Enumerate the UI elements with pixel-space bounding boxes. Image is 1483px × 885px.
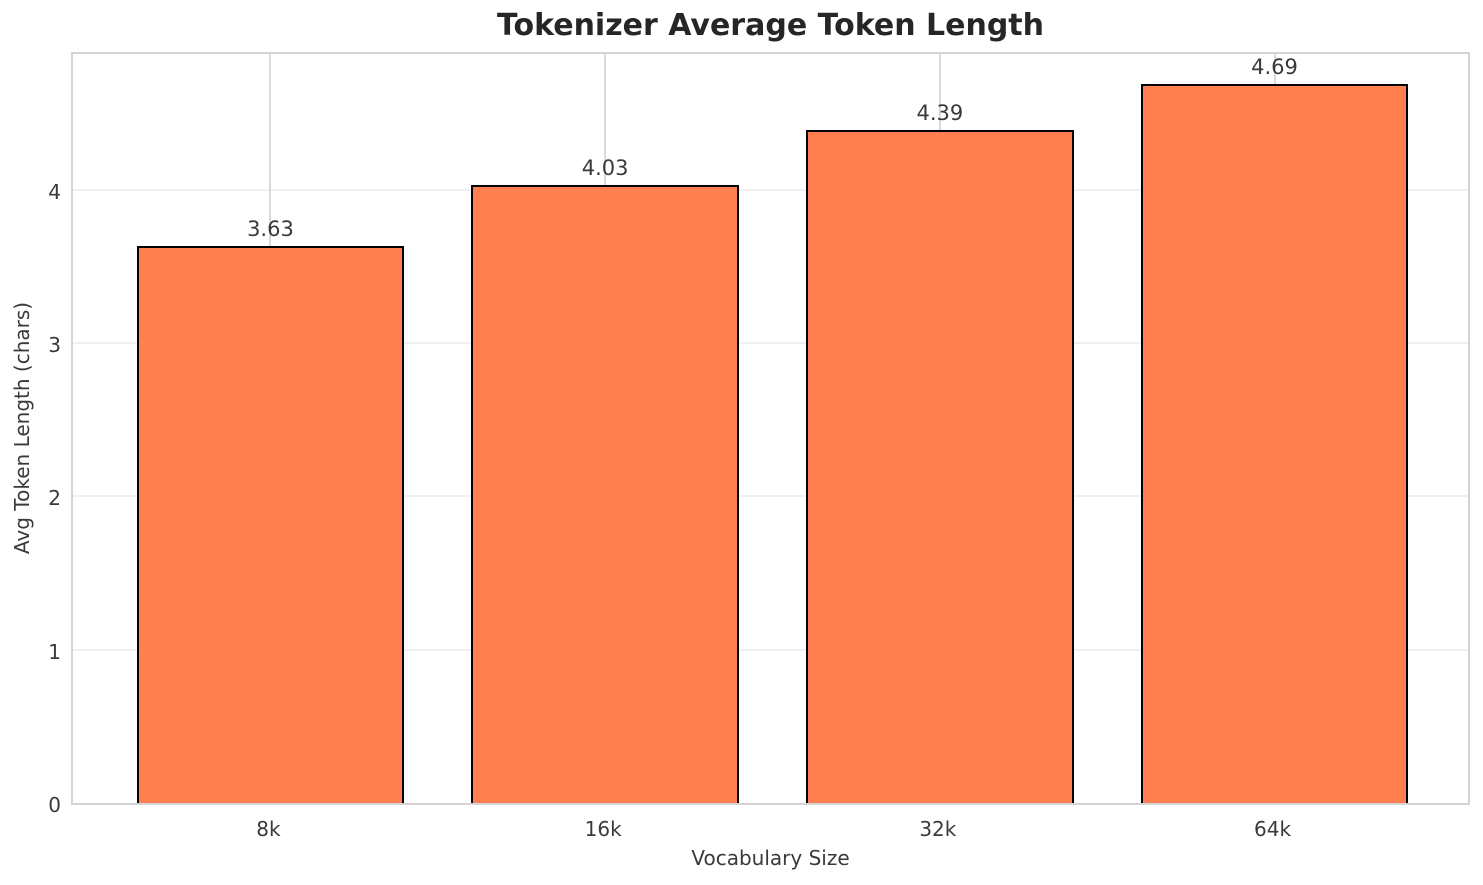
y-tick-label: 4 (48, 179, 61, 204)
bar-16k (471, 184, 740, 803)
bar-8k (136, 246, 405, 803)
horizontal-gridline (73, 188, 1468, 191)
y-tick-label: 3 (48, 332, 61, 357)
y-tick-label: 1 (48, 639, 61, 664)
x-tick-label: 8k (256, 817, 281, 841)
x-axis-label: Vocabulary Size (691, 846, 850, 870)
y-axis-label: Avg Token Length (chars) (10, 301, 34, 555)
bar-value-label: 3.63 (247, 217, 294, 242)
bar-value-label: 4.69 (1251, 54, 1298, 79)
horizontal-gridline (73, 341, 1468, 344)
y-tick-label: 2 (48, 486, 61, 511)
horizontal-gridline (73, 495, 1468, 498)
x-tick-label: 16k (584, 817, 622, 841)
bar-value-label: 4.39 (916, 100, 964, 125)
bar-32k (805, 129, 1074, 803)
plot-area: 3.63 4.03 4.39 4.69 (71, 52, 1470, 805)
y-tick-label: 0 (48, 793, 61, 817)
horizontal-gridline (73, 648, 1468, 651)
x-tick-label: 32k (919, 817, 957, 841)
x-tick-label: 64k (1254, 817, 1292, 841)
bar-64k (1140, 83, 1409, 803)
chart-title: Tokenizer Average Token Length (496, 8, 1044, 43)
bar-value-label: 4.03 (581, 155, 629, 180)
